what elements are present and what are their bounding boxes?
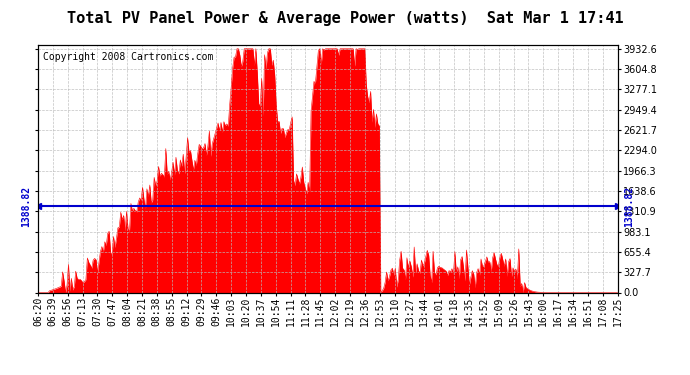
Text: Total PV Panel Power & Average Power (watts)  Sat Mar 1 17:41: Total PV Panel Power & Average Power (wa… xyxy=(67,11,623,26)
Text: 1388.82: 1388.82 xyxy=(624,186,635,227)
Text: Copyright 2008 Cartronics.com: Copyright 2008 Cartronics.com xyxy=(43,53,213,62)
Text: 1388.82: 1388.82 xyxy=(21,186,31,227)
